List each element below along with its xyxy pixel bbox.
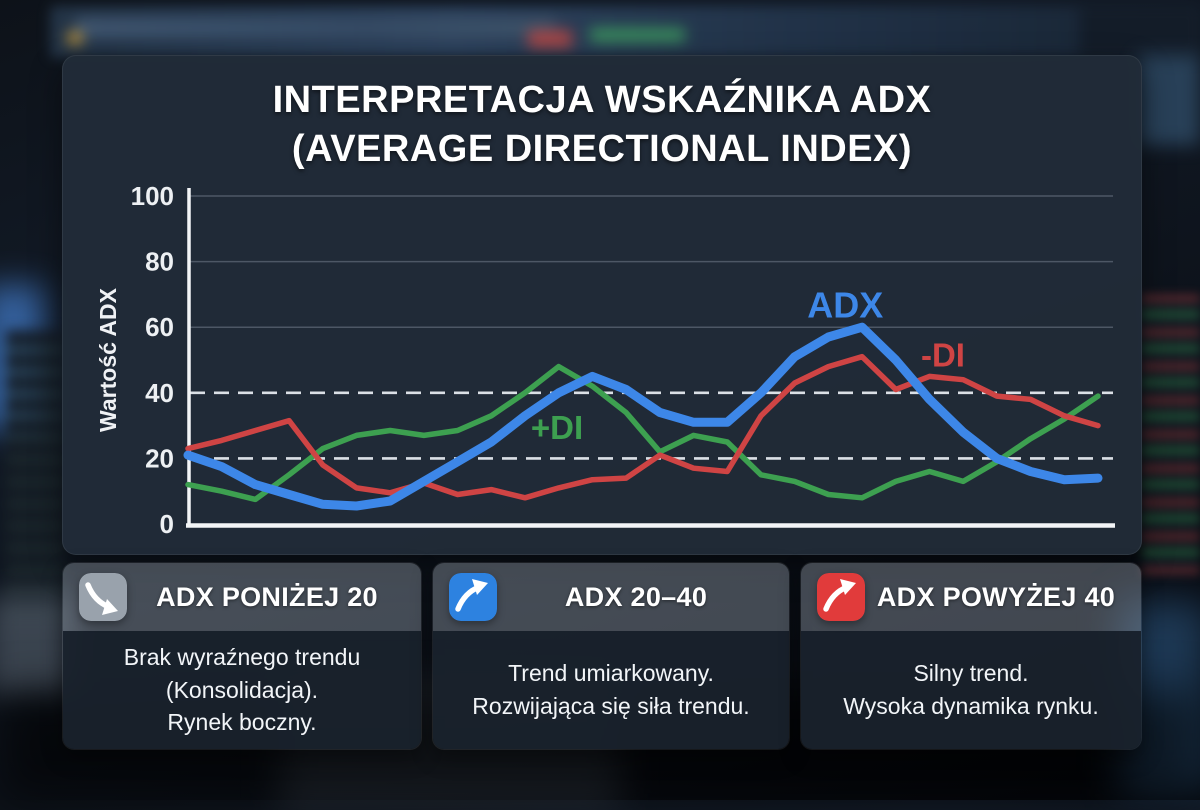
series-label-minus-di: -DI bbox=[921, 337, 965, 374]
background-blue-monitor-left bbox=[0, 285, 44, 430]
y-axis-label: Wartość ADX bbox=[95, 287, 121, 432]
card-adx-below-20: ADX PONIŻEJ 20 Brak wyraźnego trendu (Ko… bbox=[62, 562, 422, 750]
card-text-line: Trend umiarkowany. bbox=[508, 660, 714, 687]
y-tick-label: 0 bbox=[160, 509, 174, 539]
card-text-line: Brak wyraźnego trendu bbox=[123, 644, 361, 671]
card-adx-below-20-body: Brak wyraźnego trendu (Konsolidacja). Ry… bbox=[63, 631, 421, 749]
page-title-line1: INTERPRETACJA WSKAŹNIKA ADX bbox=[272, 79, 932, 121]
card-text-line: (Konsolidacja). bbox=[165, 676, 319, 703]
adx-line-chart: 0 20 40 60 80 100 Wartość ADX ADX -DI +DI bbox=[95, 181, 1115, 539]
y-tick-label: 100 bbox=[131, 181, 174, 211]
trend-up-arrow-icon bbox=[817, 573, 865, 621]
background-ticker-screen bbox=[1142, 295, 1200, 575]
trend-down-arrow-icon bbox=[79, 573, 127, 621]
series-line-adx bbox=[183, 322, 1103, 511]
y-tick-label: 60 bbox=[145, 312, 174, 342]
background-monitor-rows bbox=[75, 18, 555, 38]
series-label-adx: ADX bbox=[807, 285, 883, 326]
y-tick-label: 20 bbox=[145, 443, 174, 473]
card-text-line: Rozwijająca się siła trendu. bbox=[472, 693, 750, 719]
y-tick-label: 40 bbox=[145, 378, 174, 408]
page-title-line2: (AVERAGE DIRECTIONAL INDEX) bbox=[291, 128, 913, 171]
card-adx-20-40-header: ADX 20–40 bbox=[433, 563, 789, 631]
background-monitor-top bbox=[50, 6, 1200, 58]
card-text-line: Wysoka dynamika rynku. bbox=[843, 693, 1099, 719]
page-title: INTERPRETACJA WSKAŹNIKA ADX (AVERAGE DIR… bbox=[63, 76, 1141, 175]
series-line-minus-di bbox=[185, 353, 1101, 501]
card-adx-above-40-body: Silny trend. Wysoka dynamika rynku. bbox=[801, 631, 1141, 749]
background-dark-monitor-left bbox=[6, 330, 64, 630]
card-title: ADX 20–40 bbox=[564, 581, 708, 612]
adx-info-panel: INTERPRETACJA WSKAŹNIKA ADX (AVERAGE DIR… bbox=[62, 55, 1142, 555]
card-text-line: Silny trend. bbox=[913, 660, 1029, 687]
card-text-line: Rynek boczny. bbox=[167, 709, 317, 736]
background-red-block bbox=[528, 30, 572, 48]
card-adx-above-40: ADX POWYŻEJ 40 Silny trend. Wysoka dynam… bbox=[800, 562, 1142, 750]
series-line-plusminus-di bbox=[185, 363, 1101, 503]
card-title: ADX PONIŻEJ 20 bbox=[156, 581, 378, 612]
series-label-plusminus-di: +DI bbox=[531, 409, 583, 446]
trend-up-arrow-icon bbox=[449, 573, 497, 621]
card-adx-below-20-header: ADX PONIŻEJ 20 bbox=[63, 563, 421, 631]
background-green-block bbox=[590, 28, 685, 42]
card-adx-20-40: ADX 20–40 Trend umiarkowany. Rozwijająca… bbox=[432, 562, 790, 750]
card-title: ADX POWYŻEJ 40 bbox=[876, 581, 1116, 612]
card-adx-20-40-body: Trend umiarkowany. Rozwijająca się siła … bbox=[433, 631, 789, 749]
background-dark-panel bbox=[1080, 6, 1200, 58]
y-tick-label: 80 bbox=[145, 247, 174, 277]
card-adx-above-40-header: ADX POWYŻEJ 40 bbox=[801, 563, 1141, 631]
background-yellow-light bbox=[68, 32, 82, 44]
background-monitor-right bbox=[1138, 55, 1200, 145]
